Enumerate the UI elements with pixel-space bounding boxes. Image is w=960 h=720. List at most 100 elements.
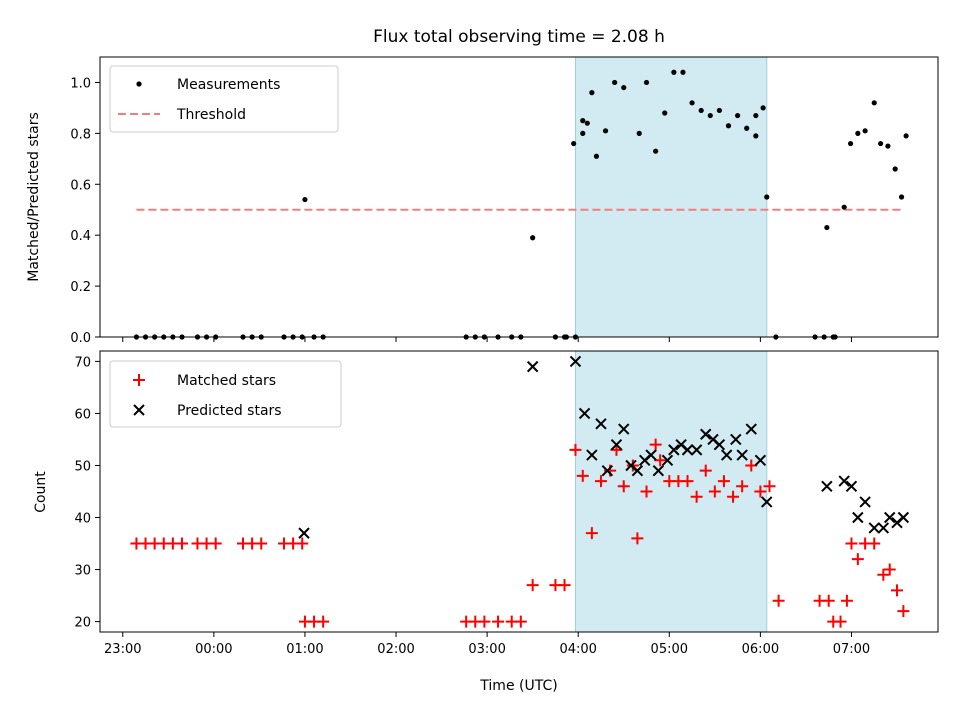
measurement-point <box>589 90 595 96</box>
bottom-x-tick-label: 00:00 <box>195 642 232 657</box>
measurement-point <box>898 194 905 200</box>
measurement-point <box>621 84 627 91</box>
matched-star-point <box>296 537 309 550</box>
top-shaded-span <box>574 56 768 338</box>
measurement-point <box>707 112 713 119</box>
matched-star-point <box>631 532 644 545</box>
measurement-point <box>855 130 861 136</box>
top-x-ticks <box>122 337 852 342</box>
measurement-point <box>698 107 704 114</box>
matched-star-point <box>745 459 758 472</box>
measurements-legend-marker <box>136 81 142 87</box>
matched-star-point <box>851 553 864 566</box>
measurement-point <box>643 79 650 86</box>
top-y-tick-label: 1.0 <box>70 76 91 91</box>
bottom-panel: 20 30 40 50 60 70 23:00 00:00 01:00 02:00 03:00 04… <box>33 350 939 694</box>
matched-star-point <box>649 438 662 451</box>
matched-star-point <box>822 594 835 607</box>
bottom-shaded-span <box>574 350 768 633</box>
matched-star-point <box>845 537 858 550</box>
matched-star-point <box>708 485 721 498</box>
measurement-point <box>662 110 668 116</box>
chart-title: Flux total observing time = 2.08 h <box>373 27 665 47</box>
predicted-star-point <box>897 511 910 524</box>
bottom-x-axis: 23:00 00:00 01:00 02:00 03:00 04:00 05:00 06:00… <box>104 632 870 657</box>
top-legend: Measurements Threshold <box>109 65 339 133</box>
top-y-tick-label: 0.6 <box>70 178 91 193</box>
measurement-point <box>602 128 609 134</box>
measurement-point <box>584 120 590 126</box>
bottom-y-axis-label: Count <box>33 471 49 513</box>
bottom-y-tick-label: 50 <box>74 459 91 474</box>
matched-star-point <box>255 537 268 550</box>
matched-star-point <box>569 443 582 456</box>
matched-star-point <box>736 480 749 493</box>
predicted-star-point <box>700 428 712 440</box>
measurement-point <box>653 148 659 154</box>
predicted-star-point <box>852 511 864 524</box>
matched-star-point <box>897 605 910 618</box>
measurement-point <box>530 235 536 241</box>
matched-star-point <box>681 475 694 488</box>
top-y-tick-label: 0.8 <box>70 127 91 142</box>
bottom-y-axis: 20 30 40 50 60 70 <box>74 355 100 631</box>
predicted-star-point <box>761 496 773 508</box>
predicted-star-point <box>668 444 680 456</box>
matched-star-point <box>558 579 571 592</box>
bottom-plot-area <box>130 355 910 628</box>
measurement-point <box>744 125 750 131</box>
top-y-tick-label: 0.2 <box>70 280 91 295</box>
predicted-star-point <box>754 454 767 466</box>
predicted-star-point <box>745 423 757 435</box>
matched-star-point <box>317 615 330 628</box>
measurement-point <box>878 140 884 147</box>
matched-star-point <box>617 480 630 493</box>
measurement-point <box>764 194 770 200</box>
measurement-point <box>593 153 600 159</box>
matched-star-point <box>478 615 491 628</box>
measurement-point <box>302 196 308 203</box>
predicted-star-point <box>838 475 850 487</box>
matched-star-point <box>175 537 188 550</box>
matched-star-point <box>754 485 767 498</box>
matched-star-point <box>526 579 539 592</box>
top-y-tick-label: 0.0 <box>70 331 91 346</box>
matched-star-point <box>690 490 703 503</box>
bottom-y-tick-label: 60 <box>74 407 91 422</box>
measurement-point <box>753 133 759 139</box>
measurement-point <box>847 140 854 147</box>
predicted-star-point <box>690 444 703 456</box>
bottom-x-tick-label: 06:00 <box>742 642 779 657</box>
bottom-x-tick-label: 02:00 <box>377 642 414 657</box>
measurement-point <box>892 166 898 172</box>
legend-label-threshold: Threshold <box>176 107 246 123</box>
measurement-point <box>571 140 577 147</box>
matched-star-point <box>891 584 904 597</box>
bottom-x-tick-label: 07:00 <box>833 642 870 657</box>
matched-star-point <box>594 475 607 488</box>
matched-star-point <box>514 615 527 628</box>
matched-star-point <box>877 568 890 581</box>
predicted-star-point <box>720 449 733 461</box>
predicted-star-point <box>595 418 607 430</box>
matched-star-point <box>868 537 881 550</box>
observing-span <box>574 350 768 633</box>
predicted-stars-legend-marker <box>133 404 145 416</box>
bottom-y-tick-label: 70 <box>74 355 91 370</box>
bottom-legend: Matched stars Predicted stars <box>109 360 342 428</box>
legend-label-measurements: Measurements <box>177 77 280 93</box>
bottom-x-tick-label: 03:00 <box>468 642 505 657</box>
predicted-star-point <box>713 438 726 451</box>
matched-star-point <box>763 480 776 493</box>
measurement-point <box>580 118 586 124</box>
bottom-x-tick-label: 23:00 <box>104 642 141 657</box>
measurement-point <box>680 69 686 75</box>
matched-star-point <box>209 537 222 550</box>
predicted-star-point <box>845 480 858 493</box>
predicted-star-point <box>661 454 674 466</box>
matched-star-point <box>654 454 667 467</box>
matched-star-point <box>772 594 785 607</box>
predicted-star-point <box>631 464 644 477</box>
bottom-legend-box <box>109 360 342 428</box>
measurement-point <box>612 79 618 86</box>
